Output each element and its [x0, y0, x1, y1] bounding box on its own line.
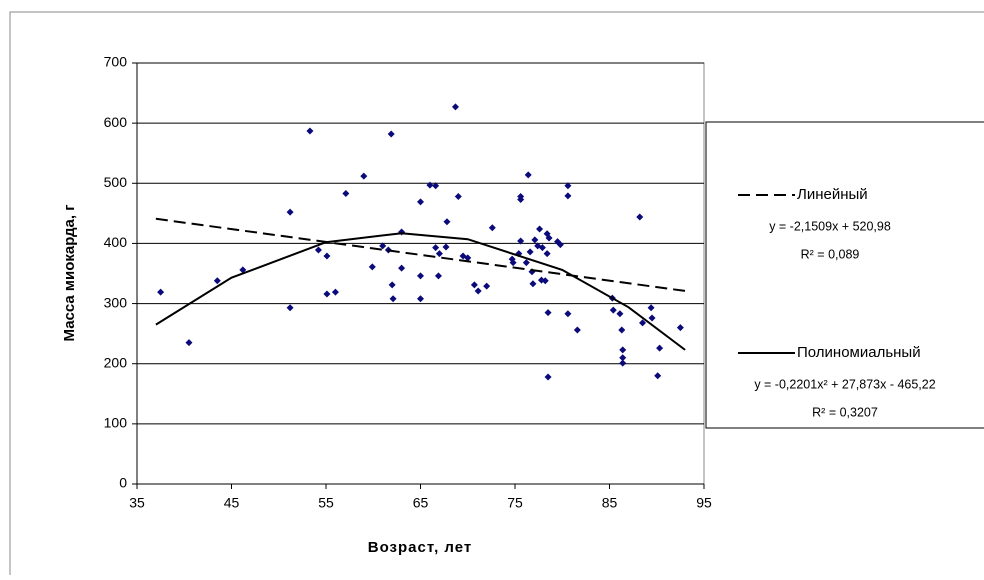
legend-label: Полиномиальный: [797, 344, 921, 361]
y-tick-label: 500: [104, 174, 128, 190]
point: [488, 224, 496, 232]
point: [529, 280, 537, 288]
point: [442, 243, 450, 251]
y-axis-title: Масса миокарда, г: [61, 205, 78, 342]
point: [157, 288, 165, 296]
point: [536, 225, 544, 233]
point: [417, 198, 424, 206]
x-tick-label: 35: [129, 495, 145, 511]
point: [464, 254, 472, 262]
point: [648, 314, 656, 322]
point: [616, 310, 624, 318]
point: [531, 236, 539, 244]
y-tick-label: 100: [104, 415, 128, 431]
point: [306, 127, 314, 135]
legend-r2: R² = 0,3207: [812, 405, 878, 419]
point: [618, 326, 626, 334]
point: [454, 193, 462, 201]
point: [470, 281, 478, 289]
point: [426, 181, 434, 189]
point: [545, 234, 553, 242]
point: [656, 344, 664, 352]
legend-equation: y = -2,1509x + 520,98: [769, 219, 891, 233]
point: [360, 172, 368, 180]
legend-equation: y = -0,2201x² + 27,873x - 465,22: [754, 377, 935, 391]
point: [323, 290, 331, 298]
point: [543, 250, 551, 258]
point: [451, 103, 459, 111]
point: [474, 287, 482, 295]
point: [654, 372, 662, 380]
point: [538, 244, 546, 252]
point: [509, 259, 517, 267]
point: [331, 288, 339, 296]
y-tick-label: 200: [104, 354, 128, 370]
point: [676, 324, 684, 332]
point: [213, 277, 221, 285]
point: [286, 304, 294, 312]
trendline: [155, 232, 686, 351]
point: [432, 182, 440, 190]
point: [388, 281, 396, 289]
point: [517, 196, 525, 204]
point: [564, 310, 572, 318]
x-tick-label: 85: [602, 495, 618, 511]
point: [435, 250, 443, 258]
point: [564, 192, 572, 200]
point: [541, 277, 549, 285]
point: [619, 354, 627, 362]
point: [387, 130, 395, 138]
point: [524, 171, 532, 179]
x-axis-title: Возраст, лет: [368, 539, 472, 556]
y-tick-label: 600: [104, 114, 128, 130]
point: [526, 248, 534, 256]
point: [314, 246, 322, 254]
point: [639, 319, 647, 327]
point: [619, 346, 627, 354]
point: [434, 272, 442, 280]
point: [517, 237, 525, 245]
x-tick-label: 55: [318, 495, 334, 511]
x-tick-label: 45: [224, 495, 240, 511]
point: [544, 373, 552, 381]
y-tick-label: 700: [104, 54, 128, 70]
point: [389, 295, 397, 303]
point: [544, 309, 552, 317]
point: [619, 359, 627, 367]
point: [342, 190, 350, 198]
point: [443, 218, 451, 226]
point: [609, 306, 617, 314]
y-tick-label: 300: [104, 294, 128, 310]
x-tick-label: 95: [696, 495, 712, 511]
point: [379, 242, 387, 250]
point: [483, 282, 491, 290]
y-tick-label: 0: [119, 475, 127, 491]
point: [398, 264, 406, 272]
point: [556, 241, 564, 249]
legend-label: Линейный: [797, 186, 868, 203]
point: [323, 252, 331, 260]
point: [286, 208, 294, 216]
point: [647, 304, 655, 312]
point: [564, 182, 572, 190]
point: [636, 213, 644, 221]
x-tick-label: 65: [413, 495, 429, 511]
y-tick-label: 400: [104, 234, 128, 250]
point: [239, 266, 247, 274]
point: [368, 263, 376, 271]
legend-r2: R² = 0,089: [801, 247, 860, 261]
x-tick-label: 75: [507, 495, 523, 511]
point: [522, 259, 530, 267]
point: [573, 326, 581, 334]
point: [432, 244, 440, 252]
point: [417, 272, 424, 280]
point: [185, 339, 193, 347]
point: [417, 295, 424, 303]
legend-box: [705, 121, 984, 429]
